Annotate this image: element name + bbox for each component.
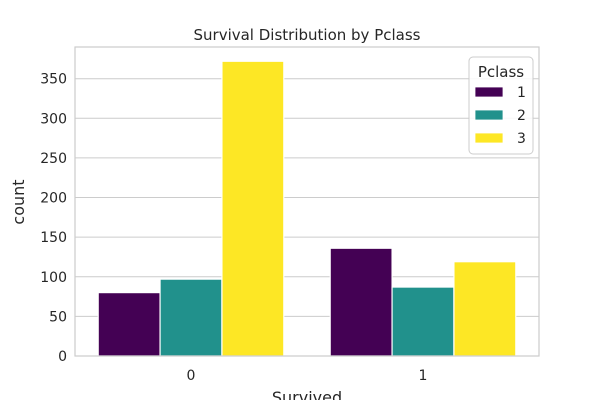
plot-frame: [74, 46, 540, 357]
y-axis: 0 50 100 150 200 250 300 350: [40, 72, 67, 365]
y-tick-label: 100: [40, 270, 67, 286]
legend-label-1: 1: [517, 85, 526, 101]
bars: [97, 60, 517, 357]
x-tick-label: 0: [187, 368, 196, 384]
legend-box: [468, 56, 534, 155]
y-axis-label: count: [9, 179, 28, 224]
chart-title: Survival Distribution by Pclass: [194, 26, 421, 44]
legend-title: Pclass: [478, 63, 524, 81]
bar-pclass-3-survived-0: [221, 60, 285, 357]
x-tick-label: 1: [419, 368, 428, 384]
bar-pclass-2-survived-1: [391, 286, 455, 357]
y-tick-label: 250: [40, 151, 67, 167]
bar-pclass-1-survived-1: [329, 247, 393, 357]
bar-pclass-3-survived-1: [453, 261, 517, 357]
legend-swatch-2: [474, 109, 504, 121]
y-tick-label: 0: [58, 349, 67, 365]
legend-label-2: 2: [517, 108, 526, 124]
legend-items: 1 2 3: [474, 85, 526, 147]
y-tick-label: 200: [40, 191, 67, 207]
legend-label-3: 3: [517, 131, 526, 147]
legend-swatch-3: [474, 132, 504, 144]
bar-pclass-1-survived-0: [97, 292, 161, 357]
y-tick-label: 150: [40, 230, 67, 246]
legend: Pclass 1 2 3: [468, 56, 534, 155]
y-tick-label: 300: [40, 111, 67, 127]
x-axis-label: Survived: [272, 388, 342, 400]
legend-swatch-1: [474, 86, 504, 98]
bar-pclass-2-survived-0: [159, 278, 223, 357]
y-tick-label: 50: [49, 309, 67, 325]
y-tick-label: 350: [40, 72, 67, 88]
